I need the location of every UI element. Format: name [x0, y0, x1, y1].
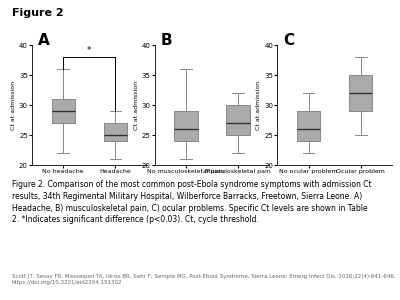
Text: A: A [38, 33, 50, 48]
PathPatch shape [226, 105, 250, 135]
Text: Figure 2: Figure 2 [12, 8, 64, 17]
Text: B: B [160, 33, 172, 48]
Text: Figure 2. Comparison of the most common post-Ebola syndrome symptoms with admiss: Figure 2. Comparison of the most common … [12, 180, 372, 224]
Text: Scott JT, Sesay FR, Massaquoi TA, Idriss BR, Sahr F, Semple MG. Post-Ebola Syndr: Scott JT, Sesay FR, Massaquoi TA, Idriss… [12, 274, 396, 285]
PathPatch shape [52, 99, 75, 123]
PathPatch shape [174, 111, 198, 141]
Y-axis label: Ct at admission: Ct at admission [134, 80, 139, 130]
Text: *: * [87, 46, 92, 55]
PathPatch shape [349, 75, 372, 111]
PathPatch shape [104, 123, 127, 141]
Y-axis label: Ct at admission: Ct at admission [11, 80, 16, 130]
PathPatch shape [297, 111, 320, 141]
Text: C: C [283, 33, 294, 48]
Y-axis label: Ct at admission: Ct at admission [256, 80, 261, 130]
